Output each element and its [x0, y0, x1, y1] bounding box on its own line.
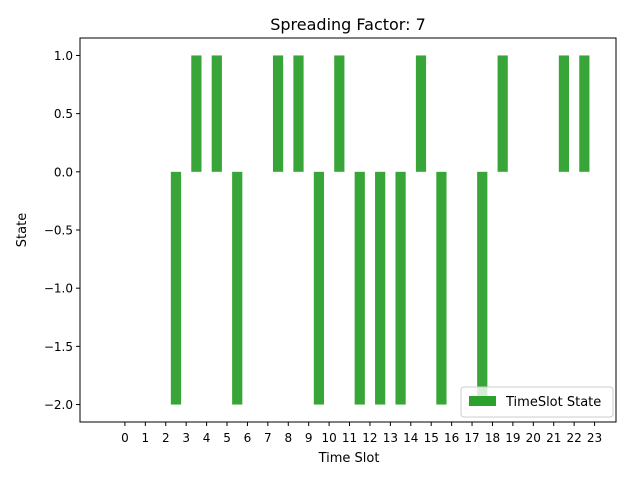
x-tick-label: 17	[464, 431, 479, 445]
x-tick-label: 7	[264, 431, 272, 445]
y-tick-label: −1.0	[44, 282, 73, 296]
bar-slot-2	[170, 171, 182, 405]
bar-slot-18	[497, 55, 508, 172]
x-tick-label: 23	[587, 431, 602, 445]
bar-slot-12	[375, 171, 386, 405]
bar-slot-9	[313, 171, 325, 405]
x-tick-label: 13	[383, 431, 398, 445]
x-axis-label: Time Slot	[318, 451, 380, 466]
y-axis: −2.0 −1.5 −1.0 −0.5 0.0 0.5 1.0	[44, 49, 80, 412]
legend-swatch	[469, 396, 496, 406]
x-tick-label: 19	[505, 431, 520, 445]
x-tick-label: 22	[567, 431, 582, 445]
legend: TimeSlot State	[460, 386, 614, 418]
x-tick-label: 3	[182, 431, 190, 445]
x-tick-label: 0	[121, 431, 129, 445]
y-axis-label: State	[15, 213, 30, 247]
bar-slot-10	[334, 55, 345, 172]
x-tick-label: 16	[444, 431, 459, 445]
x-tick-label: 4	[203, 431, 211, 445]
bar-slot-22	[579, 55, 590, 172]
x-tick-label: 12	[362, 431, 377, 445]
bar-slot-17	[477, 171, 488, 405]
x-tick-label: 2	[162, 431, 170, 445]
legend-label: TimeSlot State	[505, 395, 601, 410]
bar-slot-15	[436, 171, 447, 405]
bar-slot-13	[395, 171, 406, 405]
bar-slot-8	[293, 55, 304, 172]
x-tick-label: 18	[485, 431, 500, 445]
y-tick-label: 0.5	[54, 107, 73, 121]
x-tick-label: 10	[321, 431, 336, 445]
x-axis: 0 1 2 3 4 5 6 7 8 9 10 11 12 13 14 15 16 17 18 19 20 21 22 23	[121, 422, 602, 445]
x-tick-label: 11	[342, 431, 357, 445]
y-tick-label: −1.5	[44, 340, 73, 354]
y-tick-label: −2.0	[44, 398, 73, 412]
bars-group	[170, 55, 590, 405]
bar-slot-11	[354, 171, 365, 405]
x-tick-label: 14	[403, 431, 418, 445]
bar-slot-21	[558, 55, 570, 172]
x-tick-label: 20	[526, 431, 541, 445]
x-tick-label: 8	[284, 431, 292, 445]
x-tick-label: 5	[223, 431, 231, 445]
y-tick-label: 0.0	[54, 165, 73, 179]
x-tick-label: 21	[546, 431, 561, 445]
x-tick-label: 15	[424, 431, 439, 445]
bar-slot-4	[211, 55, 222, 172]
x-tick-label: 1	[142, 431, 150, 445]
x-tick-label: 6	[244, 431, 252, 445]
chart-title: Spreading Factor: 7	[270, 15, 426, 34]
x-tick-label: 9	[305, 431, 313, 445]
legend-box	[460, 386, 614, 418]
bar-slot-7	[272, 55, 284, 172]
bar-slot-5	[232, 171, 243, 405]
y-tick-label: −0.5	[44, 224, 73, 238]
bar-slot-3	[191, 55, 202, 172]
bar-slot-14	[415, 55, 427, 172]
y-tick-label: 1.0	[54, 49, 73, 63]
